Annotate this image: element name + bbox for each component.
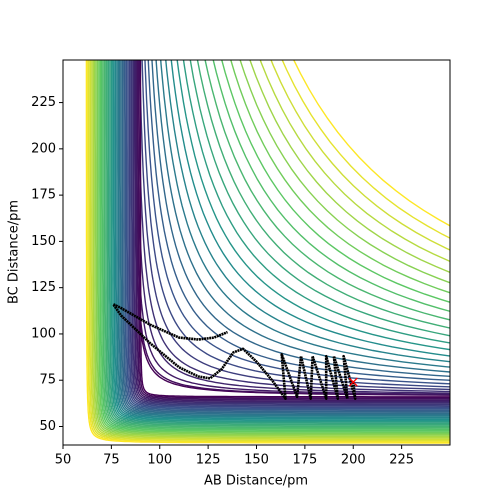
x-tick-label: 125	[196, 453, 221, 468]
contour-line	[133, 0, 500, 397]
y-tick-label: 50	[39, 419, 56, 434]
contour-line	[113, 0, 500, 421]
y-axis-label: BC Distance/pm	[7, 200, 22, 304]
contour-line	[133, 0, 500, 397]
y-tick-label: 100	[31, 326, 56, 341]
contour-line	[124, 0, 500, 411]
y-tick-label: 150	[31, 234, 56, 249]
x-axis-label: AB Distance/pm	[204, 474, 308, 489]
y-tick-label: 225	[31, 95, 56, 110]
contour-set	[86, 0, 500, 443]
x-tick-label: 50	[55, 453, 72, 468]
contour-line	[132, 0, 500, 404]
y-tick-label: 75	[39, 373, 56, 388]
y-tick-label: 200	[31, 141, 56, 156]
contour-line	[133, 0, 500, 397]
contour-line	[122, 0, 500, 412]
contour-line	[133, 0, 500, 397]
contour-line	[131, 0, 500, 405]
contour-line	[118, 0, 500, 416]
x-tick-label: 100	[147, 453, 172, 468]
contour-line	[133, 0, 500, 396]
x-tick-label: 175	[292, 453, 317, 468]
x-tick-label: 200	[341, 453, 366, 468]
y-tick-label: 175	[31, 188, 56, 203]
x-tick-label: 225	[389, 453, 414, 468]
contour-line	[127, 0, 500, 409]
x-tick-label: 75	[103, 453, 120, 468]
y-tick-label: 125	[31, 280, 56, 295]
x-tick-label: 150	[244, 453, 269, 468]
